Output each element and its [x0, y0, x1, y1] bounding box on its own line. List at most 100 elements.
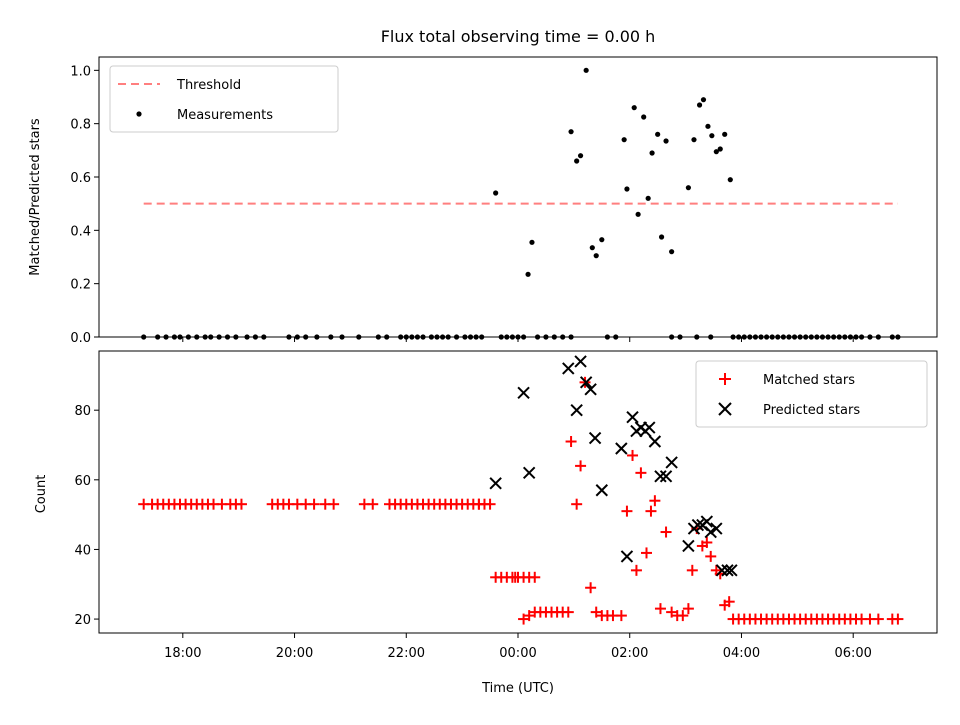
measurement-point: [574, 158, 580, 164]
matched-star-point: [705, 550, 717, 562]
measurement-point: [641, 114, 647, 120]
measurement-point: [700, 97, 707, 103]
matched-star-point: [892, 613, 904, 625]
measurement-point: [577, 153, 584, 159]
matched-star-point: [701, 536, 713, 548]
top-y-tick-label: 0.8: [70, 118, 91, 133]
matched-star-point: [723, 596, 735, 608]
measurement-point: [493, 190, 499, 196]
matched-star-point: [484, 498, 496, 510]
matched-star-point: [686, 564, 698, 576]
predicted-star-point: [682, 539, 695, 553]
matched-star-point: [640, 547, 652, 559]
x-tick-label: 18:00: [164, 646, 201, 661]
x-tick-label: 04:00: [723, 646, 760, 661]
predicted-star-point: [517, 386, 530, 399]
matched-star-point: [562, 606, 574, 618]
predicted-star-point: [710, 522, 723, 535]
matched-star-point: [621, 505, 633, 517]
predicted-star-point: [704, 525, 717, 539]
matched-star-point: [635, 467, 647, 479]
measurement-point: [696, 102, 703, 108]
measurement-point: [717, 146, 723, 152]
predicted-star-point: [626, 410, 639, 424]
legend-predicted-label: Predicted stars: [763, 403, 860, 418]
bottom-legend: Matched stars Predicted stars: [695, 360, 928, 428]
matched-star-point: [615, 610, 627, 622]
measurement-point: [525, 271, 531, 277]
predicted-star-point: [700, 515, 714, 528]
measurement-point: [685, 185, 691, 191]
matched-star-point: [627, 449, 639, 461]
matched-star-point: [473, 498, 485, 510]
predicted-star-point: [691, 518, 705, 532]
predicted-star-point: [648, 435, 662, 448]
predicted-star-point: [579, 376, 593, 389]
matched-star-point: [575, 460, 587, 472]
matched-star-point: [571, 498, 583, 510]
measurement-point: [621, 137, 627, 143]
top-y-tick-label: 0.0: [70, 331, 91, 346]
bottom-y-tick-label: 80: [74, 404, 91, 419]
matched-star-point: [654, 603, 666, 615]
x-tick-label: 20:00: [276, 646, 313, 661]
matched-star-point: [529, 571, 541, 583]
matched-star-point: [523, 610, 535, 622]
legend-measurements-label: Measurements: [177, 108, 273, 123]
matched-star-point: [308, 498, 320, 510]
x-tick-label: 02:00: [611, 646, 648, 661]
measurement-point: [529, 239, 535, 245]
predicted-star-point: [595, 484, 609, 497]
bottom-y-axis-label: Count: [34, 475, 49, 514]
predicted-star-point: [654, 470, 667, 483]
measurement-point: [658, 234, 665, 240]
predicted-star-point: [615, 442, 628, 455]
matched-star-point: [645, 505, 657, 517]
measurement-point: [722, 131, 728, 137]
matched-star-point: [590, 606, 602, 618]
matched-star-point: [565, 436, 577, 448]
x-tick-label: 06:00: [834, 646, 871, 661]
matched-star-point: [872, 613, 884, 625]
measurement-point: [568, 129, 574, 135]
predicted-star-point: [570, 403, 583, 417]
measurement-point: [663, 138, 669, 144]
legend-predicted-swatch: [718, 402, 732, 416]
predicted-star-point: [584, 383, 597, 396]
top-y-tick-label: 0.4: [70, 224, 91, 239]
top-plot: 0.0 0.2 0.4 0.6 0.8 1.0: [70, 56, 938, 346]
predicted-star-point: [489, 477, 502, 490]
measurement-point: [655, 131, 661, 137]
measurement-point: [691, 137, 697, 143]
measurement-point: [624, 186, 630, 192]
measurement-point: [635, 211, 641, 217]
measurement-point: [593, 253, 599, 259]
x-tick-label: 22:00: [388, 646, 425, 661]
legend-measurements-swatch: [136, 111, 142, 117]
predicted-star-point: [643, 421, 656, 434]
x-tick-label: 00:00: [499, 646, 536, 661]
predicted-star-point: [665, 456, 678, 469]
top-legend-box: [109, 65, 339, 133]
measurement-point: [589, 245, 595, 251]
matched-star-point: [660, 526, 672, 538]
matched-star-point: [367, 498, 379, 510]
bottom-legend-box: [695, 360, 928, 428]
measurement-point: [713, 149, 719, 155]
predicted-star-point: [588, 431, 602, 445]
legend-matched-swatch: [719, 373, 731, 385]
predicted-star-point: [620, 550, 634, 563]
matched-star-point: [509, 571, 521, 583]
matched-star-point: [682, 603, 694, 615]
top-y-tick-label: 0.2: [70, 278, 91, 293]
predicted-star-point: [562, 362, 575, 375]
legend-matched-label: Matched stars: [763, 373, 855, 388]
measurement-point: [649, 150, 655, 156]
measurement-point: [583, 67, 589, 73]
matched-star-point: [666, 606, 678, 618]
bottom-y-tick-label: 60: [74, 474, 91, 489]
measurement-point: [599, 237, 605, 243]
matched-star-point: [677, 610, 689, 622]
predicted-star-point: [715, 564, 729, 577]
